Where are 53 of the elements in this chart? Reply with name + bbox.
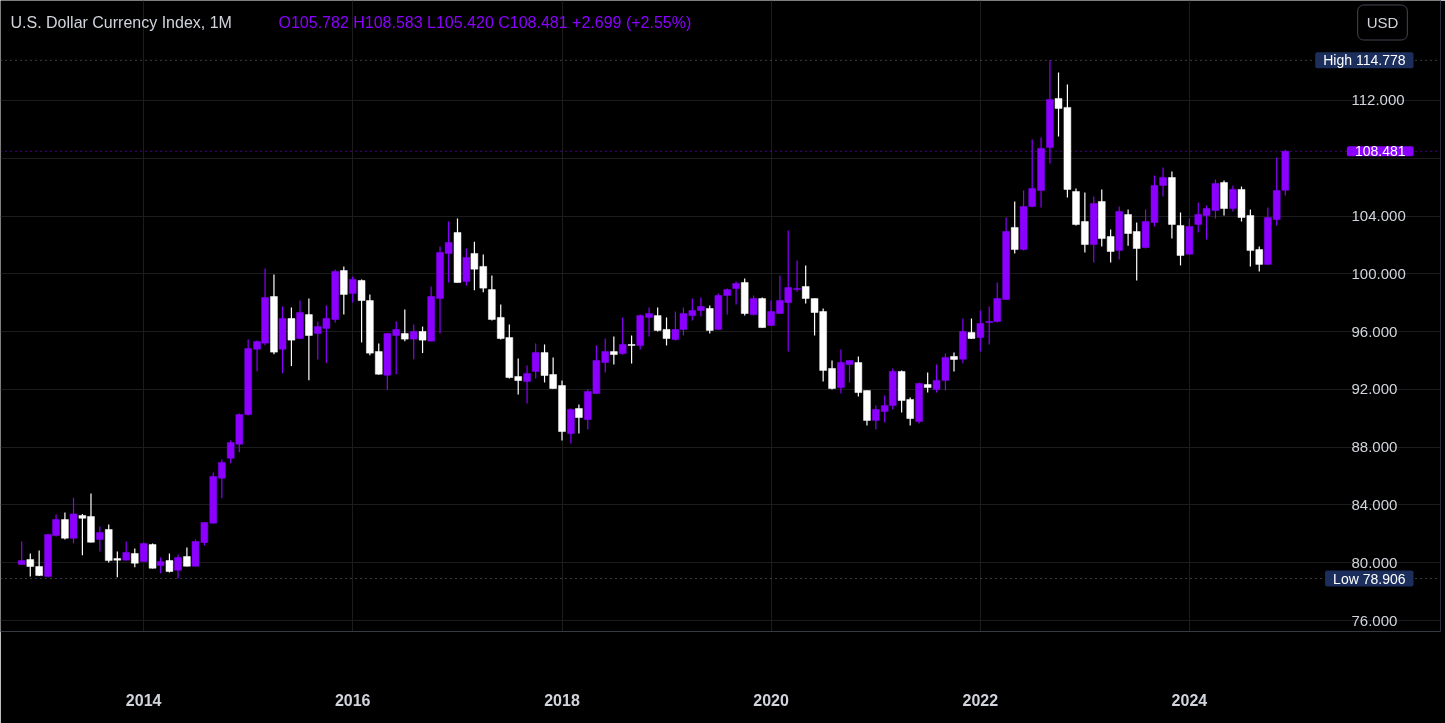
x-tick-label: 2020: [753, 691, 789, 709]
ref-line-label: Low 78.906: [1333, 570, 1406, 587]
y-tick-label: 104.000: [1351, 207, 1406, 225]
x-tick-label: 2018: [544, 691, 580, 709]
candlestick: [409, 323, 418, 360]
y-tick-label: 112.000: [1351, 91, 1405, 109]
candlestick: [348, 275, 357, 304]
x-tick-label: 2016: [334, 691, 371, 709]
x-tick-label: 2024: [1171, 691, 1208, 709]
candlestick: [523, 364, 531, 405]
y-tick-label: 96.000: [1351, 322, 1398, 340]
y-tick-label: 80.000: [1351, 553, 1398, 571]
candlestick: [401, 308, 409, 342]
candlestick: [305, 297, 313, 381]
candlestick: [165, 552, 174, 574]
candlestick: [1011, 200, 1019, 255]
ref-line-label: 108.481: [1354, 143, 1406, 160]
y-axis-title: USD: [1366, 14, 1399, 31]
candlestick: [131, 547, 139, 568]
candlestick: [1229, 184, 1237, 213]
y-tick-label: 88.000: [1351, 438, 1398, 456]
candlestick: [531, 342, 540, 380]
x-tick-label: 2022: [962, 691, 999, 709]
candlestick: [619, 316, 627, 356]
y-tick-label: 92.000: [1351, 380, 1398, 398]
candlestick: [418, 325, 427, 354]
candlestick: [749, 294, 758, 317]
candlestick: [122, 540, 130, 562]
candlestick: [174, 553, 182, 580]
candlestick: [148, 542, 157, 570]
candlestick: [183, 546, 191, 568]
candlestick: [950, 351, 958, 373]
candlestick: [627, 334, 636, 365]
candlestick: [732, 280, 740, 306]
y-tick-label: 76.000: [1351, 611, 1398, 629]
candlestick: [610, 335, 618, 366]
y-tick-label: 100.000: [1351, 264, 1406, 282]
text: O105.782 H108.583 L105.420 C108.481 +2.699 (+2.55%): [278, 14, 692, 31]
candlestick: [706, 304, 714, 335]
candlestick: [976, 309, 985, 353]
candlestick: [287, 306, 296, 367]
candlestick: [96, 525, 104, 553]
candlestick: [462, 247, 471, 287]
candlestick: [967, 317, 976, 340]
ref-line-label: High 114.778: [1323, 52, 1406, 69]
candlestick: [61, 511, 69, 541]
text: U.S. Dollar Currency Index, 1M: [10, 14, 232, 31]
x-tick-label: 2014: [125, 691, 162, 709]
candlestick: [340, 265, 348, 316]
candlestick: [17, 540, 26, 566]
candlestick: [575, 403, 583, 435]
candlestick: [923, 371, 932, 394]
y-tick-label: 84.000: [1351, 495, 1398, 513]
